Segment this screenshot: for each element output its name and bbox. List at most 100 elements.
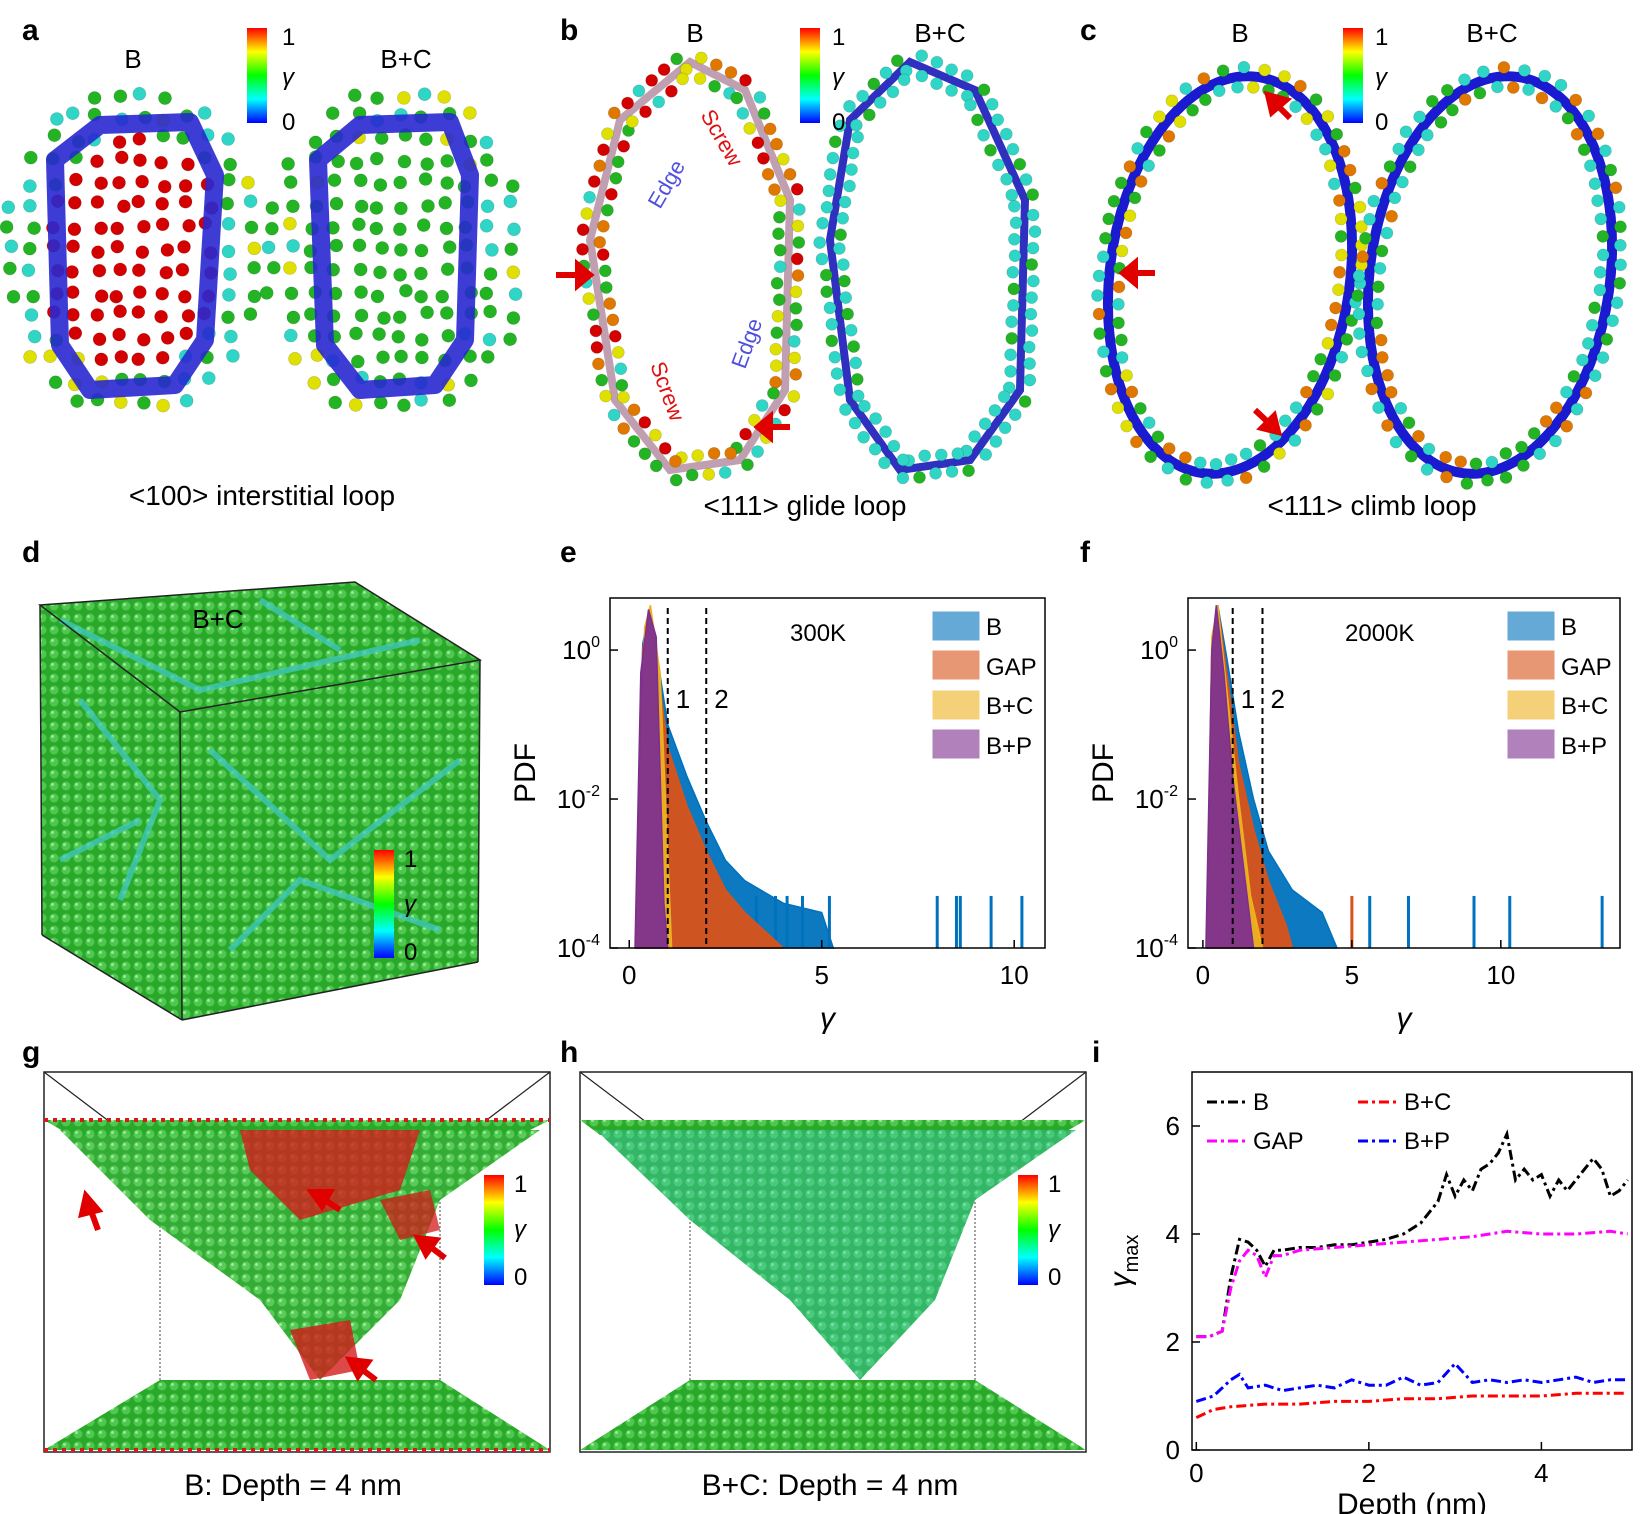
atom bbox=[508, 287, 523, 302]
atom bbox=[1197, 72, 1211, 85]
colorbar-c-max: 1 bbox=[1375, 24, 1388, 51]
atom bbox=[92, 263, 107, 278]
atom bbox=[1446, 103, 1459, 117]
atom bbox=[774, 194, 787, 207]
atom bbox=[858, 399, 871, 413]
atom bbox=[1333, 265, 1346, 279]
y-tick-label: 6 bbox=[1166, 1111, 1180, 1141]
atom bbox=[286, 199, 300, 214]
atom bbox=[131, 305, 146, 319]
atom bbox=[1473, 86, 1487, 100]
atom bbox=[838, 195, 852, 209]
atom bbox=[850, 373, 864, 386]
colorbar-c-min: 0 bbox=[1375, 109, 1388, 136]
atom bbox=[599, 281, 613, 294]
x-tick-label: 4 bbox=[1534, 1458, 1548, 1488]
atom bbox=[397, 154, 412, 169]
atom bbox=[823, 168, 837, 181]
panel-c-colorbar: 1 γ 0 bbox=[1343, 24, 1389, 136]
atom bbox=[117, 199, 131, 214]
atom bbox=[1497, 61, 1511, 74]
atom bbox=[21, 263, 36, 278]
atom bbox=[1381, 368, 1394, 382]
panel-letter-c: c bbox=[1080, 14, 1097, 47]
atom bbox=[590, 341, 604, 354]
reference-line-label: 2 bbox=[1270, 684, 1284, 714]
atom bbox=[1102, 212, 1115, 226]
atom bbox=[94, 352, 109, 367]
x-tick-label: 0 bbox=[1189, 1458, 1203, 1488]
atom bbox=[1007, 282, 1021, 296]
atom bbox=[1579, 386, 1593, 400]
atom bbox=[1111, 401, 1125, 415]
atom bbox=[1000, 173, 1013, 186]
atom bbox=[1224, 453, 1238, 466]
atom bbox=[582, 292, 596, 305]
atom bbox=[1577, 143, 1591, 156]
atom bbox=[437, 90, 452, 104]
atom bbox=[873, 96, 887, 109]
atom bbox=[1310, 403, 1324, 416]
atom bbox=[751, 136, 765, 150]
atom bbox=[1612, 200, 1626, 214]
panel-g: 1 γ 0 B: Depth = 4 nm bbox=[43, 1071, 551, 1502]
chart-i-legend-b: B bbox=[1253, 1089, 1269, 1116]
atom bbox=[597, 220, 610, 233]
atom bbox=[1375, 176, 1389, 190]
atom bbox=[155, 350, 170, 365]
atom bbox=[23, 199, 37, 213]
atom bbox=[1097, 250, 1110, 264]
atom bbox=[1485, 455, 1499, 469]
atom bbox=[197, 106, 212, 120]
atom bbox=[945, 63, 958, 76]
atom bbox=[1194, 456, 1207, 470]
atom bbox=[1570, 128, 1584, 141]
atom bbox=[839, 291, 853, 304]
panel-h-cyan-region bbox=[596, 1130, 1076, 1380]
series-line-gap bbox=[1196, 1229, 1628, 1339]
atom bbox=[783, 168, 797, 181]
atom bbox=[181, 157, 195, 172]
plot-frame bbox=[609, 597, 1046, 949]
atom bbox=[1351, 289, 1364, 302]
atom bbox=[1363, 212, 1376, 226]
atom bbox=[1596, 248, 1610, 262]
atom bbox=[464, 373, 478, 388]
atom bbox=[1352, 269, 1366, 283]
atom bbox=[178, 194, 193, 209]
atom bbox=[131, 194, 145, 209]
atom bbox=[1013, 157, 1027, 171]
panel-h-crater bbox=[596, 1130, 1076, 1380]
atom bbox=[669, 473, 683, 487]
atom bbox=[113, 89, 128, 103]
panel-b-caption: <111> glide loop bbox=[704, 490, 907, 521]
atom bbox=[791, 269, 805, 282]
atom bbox=[1403, 160, 1417, 173]
panel-h-box bbox=[579, 1071, 1087, 1453]
atom bbox=[583, 191, 596, 204]
atom bbox=[48, 375, 63, 390]
atom bbox=[1123, 209, 1137, 223]
panel-letter-a: a bbox=[22, 14, 39, 47]
atom bbox=[1394, 401, 1408, 415]
atom bbox=[26, 289, 41, 304]
atom bbox=[114, 395, 128, 410]
atom bbox=[507, 222, 521, 237]
atom bbox=[614, 362, 628, 376]
atom bbox=[415, 350, 429, 365]
panel-g-red-region-1 bbox=[240, 1130, 420, 1220]
atom bbox=[1454, 455, 1467, 469]
atom bbox=[820, 201, 834, 214]
atom bbox=[1340, 333, 1354, 346]
atom bbox=[1161, 461, 1175, 475]
atom bbox=[1440, 470, 1453, 484]
atom bbox=[1004, 365, 1017, 378]
atom bbox=[1123, 160, 1137, 173]
atom bbox=[480, 199, 495, 214]
atom bbox=[638, 416, 652, 429]
atom bbox=[226, 349, 240, 363]
atom bbox=[479, 135, 494, 150]
atom bbox=[47, 128, 62, 142]
x-tick-label: 2 bbox=[1362, 1458, 1376, 1488]
atom bbox=[1247, 81, 1260, 94]
